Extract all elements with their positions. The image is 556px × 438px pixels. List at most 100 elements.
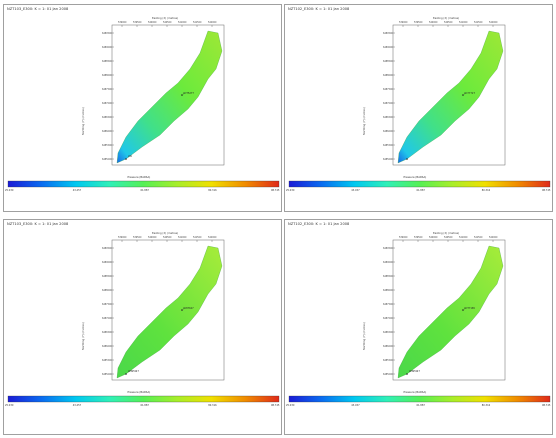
x-tick-label: 540000: [429, 236, 438, 239]
x-axis-title: Easting (X) (metres): [433, 232, 460, 235]
colorbar-tick-label: 61.887: [416, 404, 425, 407]
x-tick-label: 541000: [459, 236, 468, 239]
y-tick-label: 6489500: [102, 247, 112, 250]
reservoir-grid[interactable]: [116, 245, 223, 379]
y-tick-label: 6486000: [102, 130, 112, 133]
y-tick-label: 6488500: [383, 60, 393, 63]
y-tick-label: 6485500: [383, 144, 393, 147]
y-tick-label: 6487500: [102, 88, 112, 91]
colorbar-tick-label: 80.316: [208, 189, 217, 192]
reservoir-grid[interactable]: [397, 245, 504, 379]
x-tick-label: 539000: [399, 236, 408, 239]
x-tick-label: 541500: [474, 21, 483, 24]
well-marker[interactable]: [406, 158, 408, 160]
well-label: pDT5277: [183, 92, 194, 95]
y-axis-title: Northing (Y) (metres): [363, 107, 366, 135]
reservoir-grid[interactable]: [397, 30, 504, 164]
map-plot[interactable]: [4, 220, 282, 435]
x-axis-title: Easting (X) (metres): [433, 17, 460, 20]
map-plot[interactable]: [4, 5, 282, 212]
colorbar-tick-label: 61.887: [416, 189, 425, 192]
y-tick-label: 6487500: [102, 303, 112, 306]
x-tick-label: 540000: [148, 21, 157, 24]
colorbar-tick-label: 25.030: [5, 404, 14, 407]
pressure-colorbar: [7, 395, 280, 403]
map-frame: [392, 239, 506, 381]
panel-title: NZT103_E300: K = 1: 01 Jan 2008: [7, 222, 69, 226]
colorbar-title: Pressure (BARSA): [403, 176, 427, 179]
reservoir-view-panel[interactable]: NZT103_E300: K = 1: 01 Jan 2008 Northing …: [3, 4, 282, 212]
well-marker[interactable]: [125, 158, 127, 160]
well-marker[interactable]: [462, 94, 464, 96]
x-tick-label: 541500: [193, 21, 202, 24]
x-tick-label: 540500: [444, 236, 453, 239]
colorbar-title: Pressure (BARSA): [127, 391, 151, 394]
well-marker[interactable]: [406, 373, 408, 375]
x-tick-label: 542000: [489, 21, 498, 24]
well-marker[interactable]: [125, 373, 127, 375]
x-tick-label: 542000: [489, 236, 498, 239]
x-tick-label: 540500: [163, 21, 172, 24]
panel-title: NZT102_E300: K = 1: 01 Jan 2008: [288, 222, 350, 226]
pressure-colorbar: [288, 395, 551, 403]
y-tick-label: 6489500: [383, 32, 393, 35]
reservoir-grid[interactable]: [116, 30, 223, 164]
y-tick-label: 6485000: [102, 158, 112, 161]
colorbar-tick-label: 25.030: [286, 404, 295, 407]
x-tick-label: 539500: [414, 21, 423, 24]
reservoir-view-panel[interactable]: NZT102_E300: K = 1: 01 Jan 2008 Northing …: [284, 219, 553, 435]
y-tick-label: 6489500: [102, 32, 112, 35]
colorbar-tick-label: 80.316: [481, 189, 491, 192]
map-plot[interactable]: [285, 220, 553, 435]
x-tick-label: 541000: [178, 236, 187, 239]
x-tick-label: 540000: [148, 236, 157, 239]
y-tick-label: 6485500: [102, 359, 112, 362]
y-axis-title: Northing (Y) (metres): [82, 322, 85, 350]
y-tick-label: 6485000: [383, 158, 393, 161]
y-tick-label: 6485000: [102, 373, 112, 376]
colorbar-tick-label: 25.030: [5, 189, 14, 192]
reservoir-view-panel[interactable]: NZT102_E300: K = 1: 01 Jan 2008 Northing …: [284, 4, 553, 212]
y-tick-label: 6486500: [102, 331, 112, 334]
well-marker[interactable]: [462, 309, 464, 311]
map-plot[interactable]: [285, 5, 553, 212]
colorbar-tick-label: 98.745: [271, 404, 280, 407]
x-tick-label: 539000: [118, 21, 127, 24]
x-tick-label: 540000: [429, 21, 438, 24]
well-marker[interactable]: [181, 309, 183, 311]
x-axis-title: Easting (X) (metres): [152, 17, 179, 20]
y-tick-label: 6488500: [102, 275, 112, 278]
y-tick-label: 6488000: [383, 74, 393, 77]
y-tick-label: 6487500: [383, 88, 393, 91]
x-tick-label: 539500: [133, 236, 142, 239]
y-tick-label: 6487000: [102, 102, 112, 105]
colorbar-tick-label: 98.745: [542, 404, 551, 407]
y-tick-label: 6486000: [102, 345, 112, 348]
y-tick-label: 6489000: [383, 261, 393, 264]
colorbar-title: Pressure (BARSA): [127, 176, 151, 179]
y-tick-label: 6485500: [383, 359, 393, 362]
colorbar-tick-label: 98.745: [271, 189, 280, 192]
well-label: pP6H427: [128, 370, 139, 373]
colorbar-tick-label: 61.887: [140, 189, 149, 192]
x-tick-label: 539000: [399, 21, 408, 24]
x-tick-label: 541000: [178, 21, 187, 24]
reservoir-view-panel[interactable]: NZT103_E300: K = 1: 01 Jan 2008 Northing …: [3, 219, 282, 435]
well-marker[interactable]: [181, 94, 183, 96]
colorbar-tick-label: 43.457: [351, 404, 360, 407]
y-tick-label: 6486500: [383, 116, 393, 119]
y-tick-label: 6486000: [383, 130, 393, 133]
x-tick-label: 541500: [474, 236, 483, 239]
colorbar-tick-label: 43.457: [72, 404, 82, 407]
y-tick-label: 6489000: [383, 46, 393, 49]
y-tick-label: 6489000: [102, 46, 112, 49]
pressure-colorbar: [7, 180, 280, 188]
x-tick-label: 540500: [444, 21, 453, 24]
colorbar-tick-label: 43.457: [72, 189, 82, 192]
y-tick-label: 6489500: [383, 247, 393, 250]
y-axis-title: Northing (Y) (metres): [82, 107, 85, 135]
colorbar-tick-label: 25.030: [286, 189, 295, 192]
panel-title: NZT102_E300: K = 1: 01 Jan 2008: [288, 7, 350, 11]
colorbar-title: Pressure (BARSA): [403, 391, 427, 394]
y-axis-title: Northing (Y) (metres): [363, 322, 366, 350]
